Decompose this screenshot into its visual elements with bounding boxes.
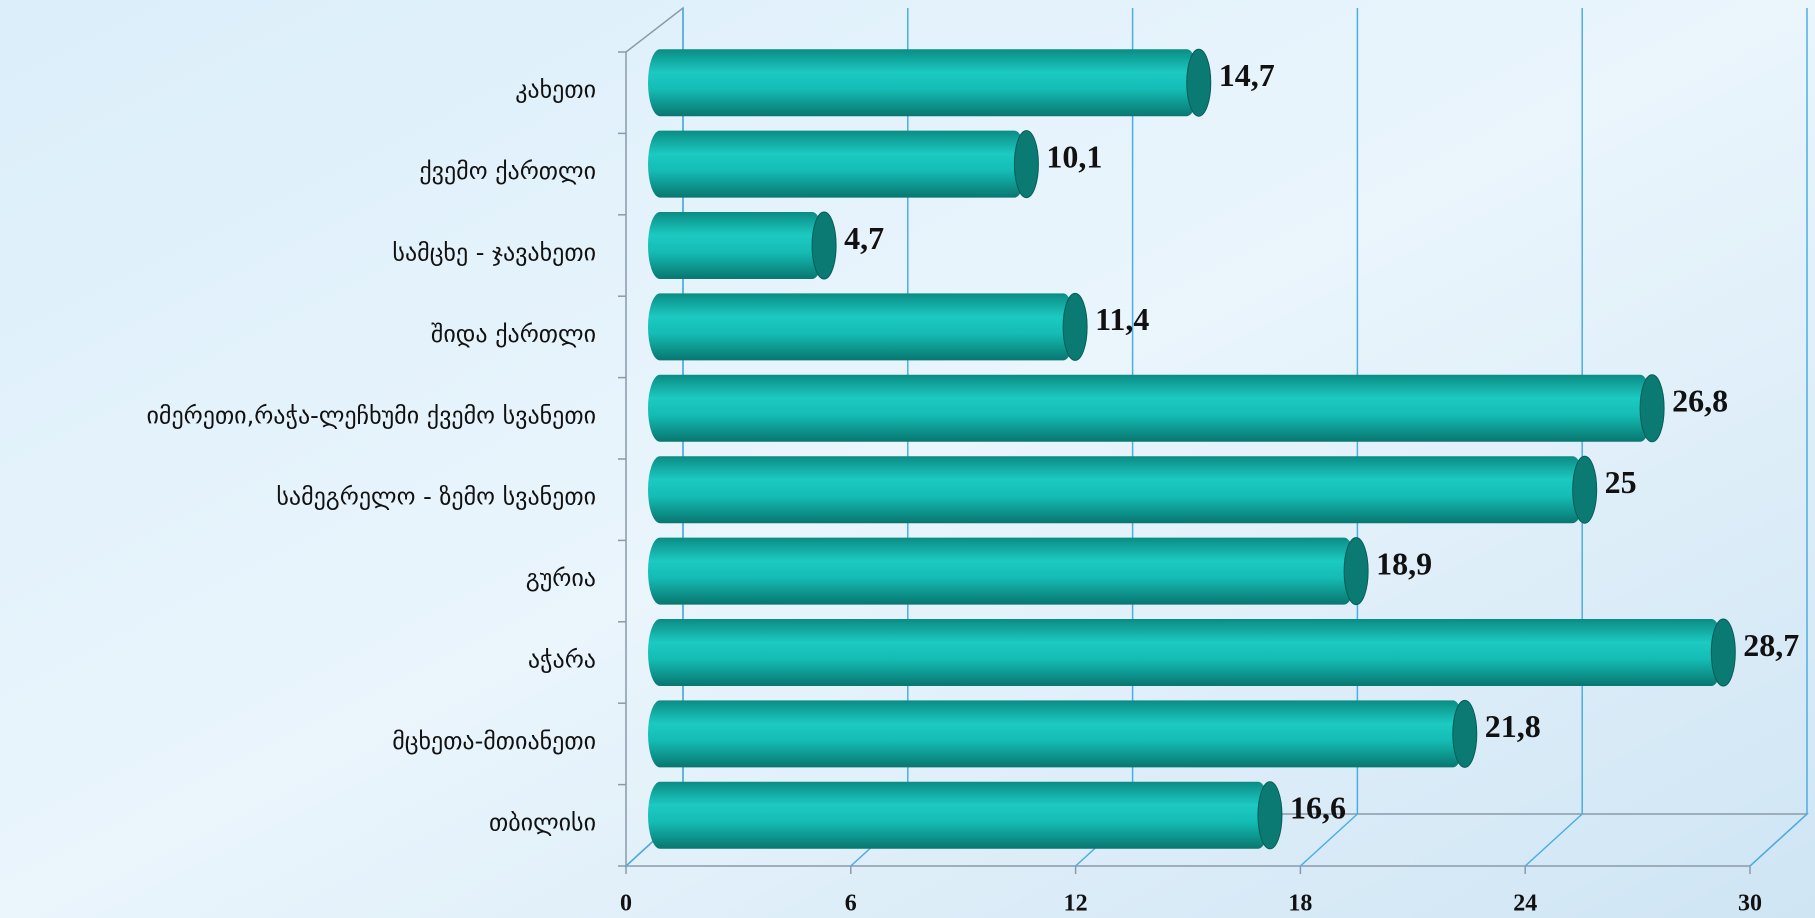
bar (648, 537, 1357, 605)
y-tick-label: ქვემო ქართლი (419, 157, 596, 185)
bar (648, 781, 1270, 849)
x-tick-label: 30 (1738, 891, 1762, 917)
bar-cap (1257, 781, 1283, 850)
x-tick-label: 6 (845, 891, 857, 917)
y-tick-label: შიდა ქართლი (431, 320, 596, 348)
x-tick-label: 0 (620, 891, 632, 917)
data-label: 14,7 (1219, 57, 1275, 93)
x-tick-label: 18 (1288, 891, 1312, 917)
bar-cap (811, 211, 837, 280)
y-tick-label: სამცხე - ჯავახეთი (392, 239, 596, 267)
bar-cap (1186, 48, 1212, 117)
bar (648, 374, 1653, 442)
data-label: 16,6 (1290, 790, 1346, 826)
bar (648, 456, 1585, 524)
y-tick-label: მცხეთა-მთიანეთი (392, 727, 596, 755)
data-label: 25 (1605, 464, 1637, 500)
y-tick-label: სამეგრელო - ზემო სვანეთი (276, 483, 596, 511)
floor-grid-line (1749, 813, 1808, 867)
bar (648, 700, 1465, 768)
bar-cap (1013, 130, 1039, 199)
bar-cap (1062, 292, 1088, 361)
bar-cap (1452, 699, 1478, 768)
y-tick-label: აჭარა (528, 646, 596, 674)
bar (648, 130, 1027, 198)
bar-cap (1639, 374, 1665, 443)
x-tick-label: 24 (1513, 891, 1537, 917)
floor-grid-line (1299, 813, 1358, 867)
data-label: 28,7 (1743, 627, 1799, 663)
bar (648, 49, 1199, 117)
y-tick-label: კახეთი (515, 76, 596, 104)
bar (648, 619, 1724, 686)
data-label: 11,4 (1095, 301, 1149, 337)
y-tick-label: გურია (526, 564, 596, 592)
floor-grid-line (1524, 813, 1583, 867)
y-tick-label: იმერეთი,რაჭა-ლეჩხუმი ქვემო სვანეთი (147, 401, 597, 429)
bar (648, 212, 825, 279)
data-label: 18,9 (1376, 545, 1432, 581)
y-tick-label: თბილისი (489, 808, 596, 836)
x-tick-label: 12 (1064, 891, 1088, 917)
bar-cap (1710, 618, 1736, 687)
data-label: 26,8 (1672, 383, 1728, 419)
bar (648, 293, 1076, 361)
data-label: 4,7 (844, 220, 884, 256)
data-label: 21,8 (1485, 708, 1541, 744)
bar-cap (1572, 455, 1598, 524)
data-label: 10,1 (1046, 138, 1102, 174)
bar-cap (1343, 537, 1369, 606)
